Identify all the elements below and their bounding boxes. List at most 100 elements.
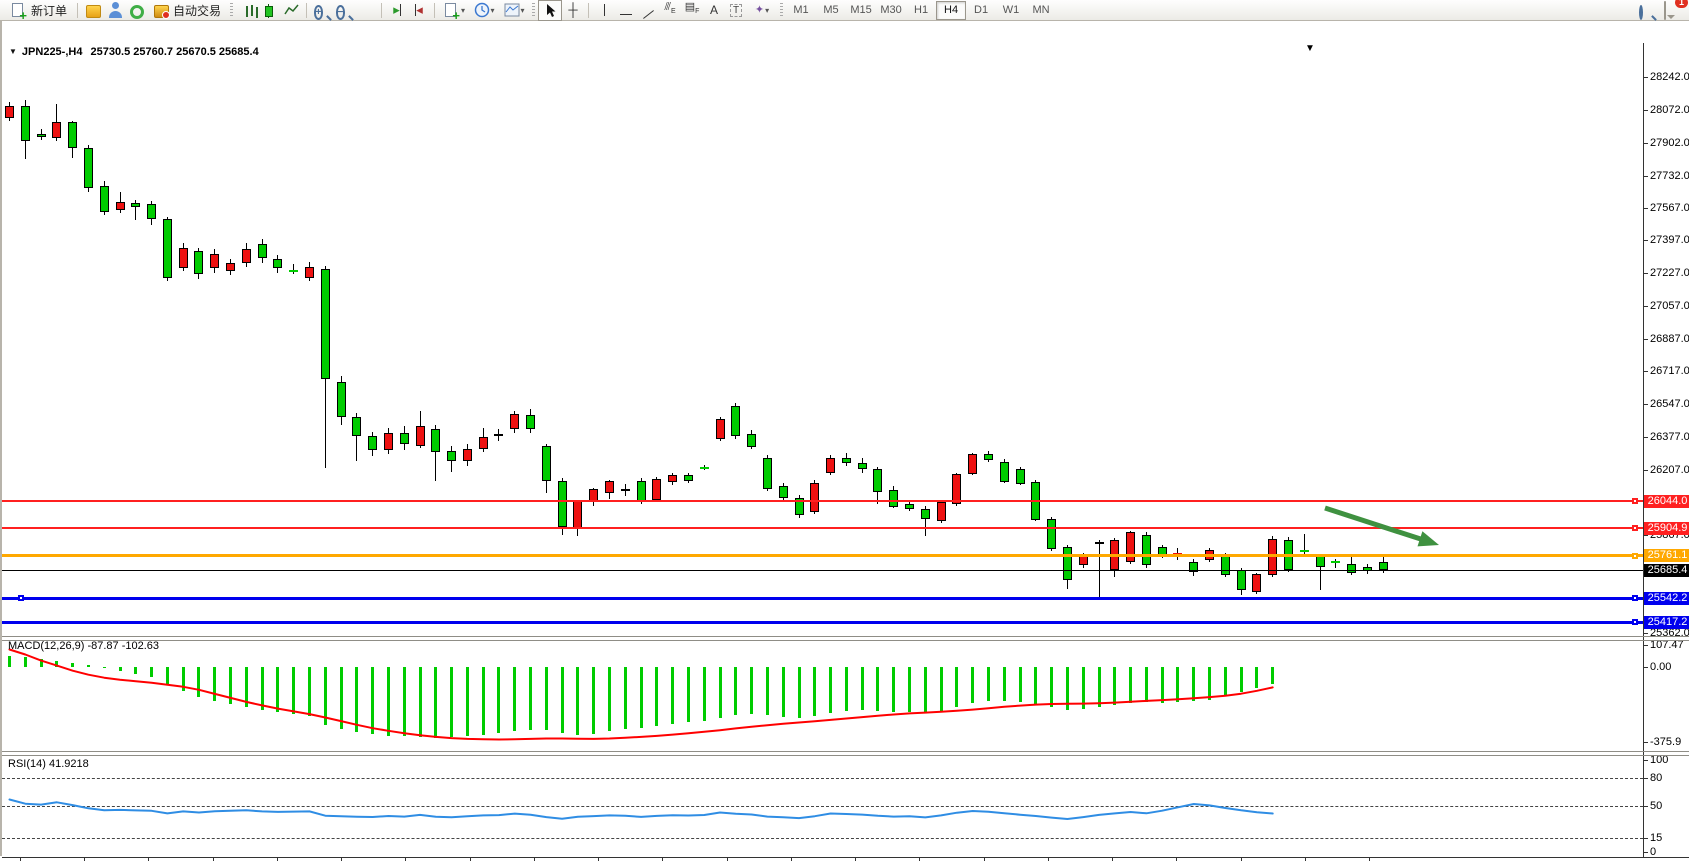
profile-icon <box>107 2 124 18</box>
scroll-to-end-marker-icon[interactable]: ▼ <box>1305 43 1315 54</box>
price-tick <box>1643 305 1648 307</box>
market-watch-button[interactable] <box>82 1 104 20</box>
candle-body <box>778 485 788 498</box>
time-axis-tick <box>212 857 214 861</box>
line-chart-button[interactable] <box>280 1 302 20</box>
pane-splitter[interactable] <box>2 751 1689 752</box>
line-handle[interactable] <box>1632 525 1638 532</box>
pane-splitter[interactable] <box>2 755 1689 756</box>
time-axis-tick <box>469 857 471 861</box>
line-handle[interactable] <box>1632 498 1638 505</box>
auto-scroll-icon: ◂ <box>416 2 423 17</box>
text-tool-button[interactable]: A <box>703 1 725 20</box>
candle-body <box>241 249 251 264</box>
timeframe-button-w1[interactable]: W1 <box>1002 3 1020 16</box>
timeframe-button-h1[interactable]: H1 <box>914 3 929 16</box>
macd-histogram-bar <box>1239 666 1243 693</box>
notification-badge: 1 <box>1675 0 1688 8</box>
candlestick-icon <box>265 4 274 18</box>
candle-body <box>462 448 472 462</box>
candle-body <box>1173 552 1183 555</box>
line-handle[interactable] <box>1632 595 1638 601</box>
price-tick <box>1643 175 1648 177</box>
macd-histogram-bar <box>450 666 454 738</box>
period-button[interactable]: ▾ <box>469 1 499 20</box>
macd-histogram-bar <box>892 666 896 713</box>
pane-splitter[interactable] <box>2 636 1689 637</box>
macd-histogram-bar <box>371 666 375 735</box>
rsi-tick <box>1643 759 1648 761</box>
line-handle[interactable] <box>18 595 24 601</box>
time-axis-tick <box>1369 857 1371 861</box>
price-label-25904.9: 25904.9 <box>1644 521 1689 535</box>
candle-wick <box>1098 539 1100 598</box>
candle-body <box>731 406 741 437</box>
candle-body <box>668 475 678 482</box>
macd-histogram-bar <box>1018 666 1022 703</box>
candle-body <box>115 201 125 210</box>
timeframe-button-h4[interactable]: H4 <box>936 0 967 20</box>
line-handle[interactable] <box>1632 552 1638 559</box>
macd-histogram-bar <box>71 662 75 667</box>
toolbar-separator <box>306 2 308 18</box>
fibonacci-tool-button[interactable]: ▤F <box>681 1 703 20</box>
tile-windows-button[interactable] <box>355 1 377 20</box>
vline-tool-button[interactable] <box>593 1 615 20</box>
chart-area[interactable]: ▼ JPN225-,H4 25730.5 25760.7 25670.5 25685… <box>0 21 1689 861</box>
toolbar-separator <box>588 2 590 18</box>
signals-button[interactable] <box>126 1 148 20</box>
price-tick-label: 27057.0 <box>1650 299 1689 312</box>
arrows-tool-button[interactable]: ✦ ▾ <box>754 4 770 16</box>
timeframe-button-m30[interactable]: M30 <box>880 3 902 16</box>
chart-menu-marker-icon[interactable]: ▼ <box>9 47 17 56</box>
crosshair-tool-button[interactable]: ┼ <box>562 1 584 20</box>
search-button[interactable] <box>1639 2 1656 20</box>
chart-shift-button[interactable]: ▸ <box>386 1 408 20</box>
macd-histogram-bar <box>908 666 912 713</box>
zoom-in-button[interactable]: + <box>311 1 333 20</box>
cursor-icon <box>547 3 556 17</box>
timeframe-button-m5[interactable]: M5 <box>823 3 839 16</box>
candle-body <box>541 446 551 482</box>
cursor-tool-button[interactable] <box>538 0 563 21</box>
macd-histogram-bar <box>386 666 390 736</box>
new-order-button[interactable]: 新订单 <box>4 1 73 22</box>
profiles-button[interactable] <box>104 1 126 20</box>
rsi-level-80 <box>2 778 1643 780</box>
label-tool-button[interactable]: T <box>725 1 747 20</box>
bar-chart-button[interactable] <box>236 1 258 20</box>
line-handle[interactable] <box>1632 619 1638 626</box>
timeframe-button-mn[interactable]: MN <box>1032 3 1050 16</box>
pane-splitter[interactable] <box>2 640 1689 641</box>
macd-histogram-bar <box>592 666 596 734</box>
candlestick-chart-button[interactable] <box>258 1 280 20</box>
horizontal-line-26044.0[interactable] <box>2 500 1643 503</box>
price-tick <box>1643 469 1648 471</box>
channel-tool-button[interactable]: ⫻E <box>659 1 681 20</box>
horizontal-line-25417.2[interactable] <box>2 620 1643 624</box>
search-icon <box>1639 5 1643 20</box>
price-tick <box>1643 338 1648 340</box>
horizontal-line-25685.4[interactable] <box>2 569 1643 571</box>
auto-scroll-button[interactable]: ◂ <box>408 1 430 20</box>
candle-wick <box>356 412 358 462</box>
autotrade-button[interactable]: 自动交易 <box>148 1 227 20</box>
new-chart-button[interactable]: ▾ <box>439 1 469 22</box>
templates-button[interactable]: ▾ <box>499 1 529 20</box>
horizontal-line-25542.2[interactable] <box>2 596 1643 600</box>
macd-histogram-bar <box>86 665 90 667</box>
time-axis-tick <box>148 857 150 861</box>
horizontal-line-25904.9[interactable] <box>2 527 1643 530</box>
hline-tool-button[interactable] <box>615 1 637 20</box>
notifications-button[interactable]: 1 <box>1664 0 1688 20</box>
candle-body <box>999 461 1009 482</box>
horizontal-line-25761.1[interactable] <box>2 554 1643 558</box>
time-axis-tick <box>1304 857 1306 861</box>
timeframe-button-m15[interactable]: M15 <box>850 3 872 16</box>
timeframe-button-m1[interactable]: M1 <box>793 3 809 16</box>
zoom-out-button[interactable]: − <box>333 1 355 20</box>
macd-histogram-bar <box>181 666 185 691</box>
timeframe-button-d1[interactable]: D1 <box>974 3 989 16</box>
macd-histogram-bar <box>55 660 59 667</box>
trendline-tool-button[interactable] <box>637 1 659 20</box>
